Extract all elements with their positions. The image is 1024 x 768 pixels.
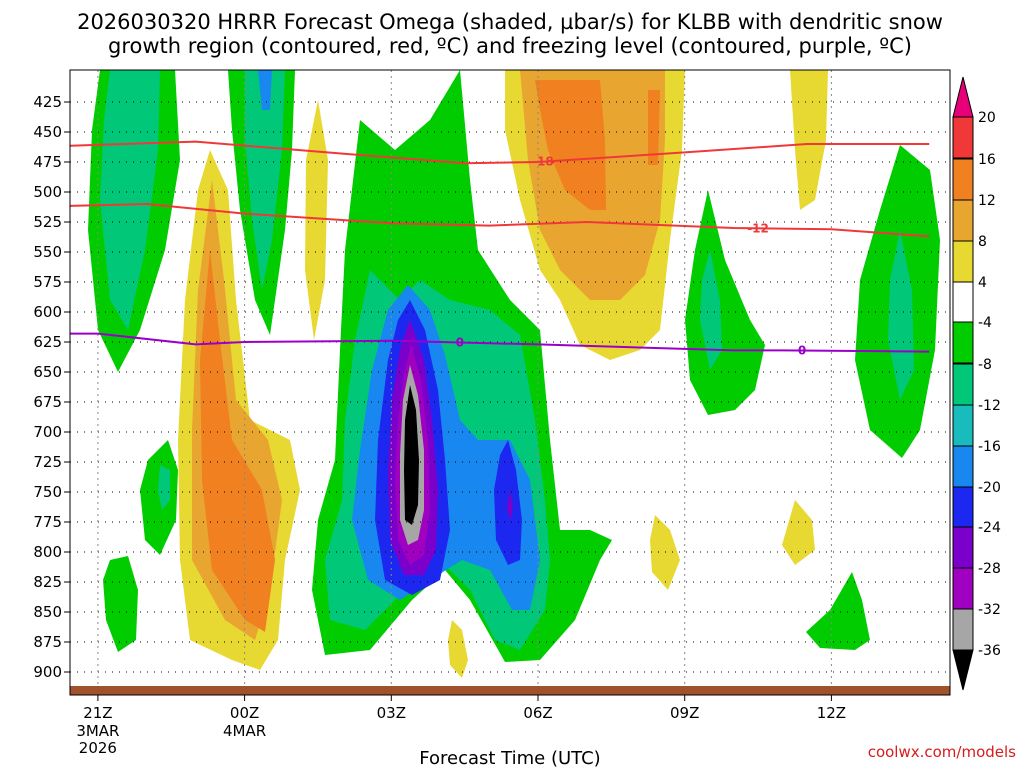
colorbar-box--20_-16: [952, 445, 974, 488]
y-tick-label-625: 625: [33, 333, 62, 351]
terrain-strip: [70, 686, 950, 695]
region-small-left1-teal: [158, 465, 170, 510]
y-tick-label-525: 525: [33, 213, 62, 231]
colorbar-arrow-bottom: [952, 649, 974, 691]
region-yellow-a: [448, 620, 468, 678]
colorbar-box--8_-4: [952, 321, 974, 364]
colorbar-label-20: 20: [978, 110, 996, 126]
colorbar-label--24: -24: [978, 520, 1001, 536]
y-tick-label-425: 425: [33, 93, 62, 111]
region-yellow-c: [790, 70, 828, 210]
x-tick-sublabel-21Z-0: 3MAR: [76, 722, 119, 740]
omega-shading: [88, 70, 940, 678]
colorbar-box--24_-20: [952, 486, 974, 529]
colorbar-box--32_-28: [952, 567, 974, 610]
colorbar: 20 16 12 8 4 -4 -8 -12 -16 -20 -24 -28 -32 -36: [952, 76, 1001, 691]
credit-text[interactable]: coolwx.com/models: [868, 743, 1016, 761]
contour-freezing-level: [70, 332, 930, 353]
colorbar-box-16_20: [952, 116, 974, 159]
region-upper-orange: [535, 80, 606, 210]
colorbar-box-8_12: [952, 199, 974, 242]
y-axis: 425 450 475 500 525 550 575 600 625 650 675 700 725 7…: [33, 93, 70, 681]
region-small-left2: [103, 556, 138, 652]
y-tick-label-800: 800: [33, 543, 62, 561]
colorbar-label-8: 8: [978, 234, 987, 250]
chart-title-line2: growth region (contoured, red, ºC) and f…: [108, 34, 912, 58]
plot-area: -18 -12 0 0: [70, 70, 950, 695]
contour-label-freezing-level-1: 0: [798, 344, 806, 358]
colorbar-label-4: 4: [978, 275, 987, 291]
contour-label-freezing-level-0: 0: [456, 335, 464, 349]
colorbar-box--4_4: [952, 281, 974, 324]
colorbar-box--36_-32: [952, 608, 974, 651]
colorbar-arrow-top: [952, 76, 974, 118]
x-tick-sublabel-21Z-1: 2026: [79, 739, 117, 757]
colorbar-label--36: -36: [978, 643, 1001, 659]
grid-lines: [70, 70, 950, 695]
colorbar-label--8: -8: [978, 357, 992, 373]
colorbar-box--16_-12: [952, 404, 974, 447]
x-tick-label-00Z: 00Z: [230, 704, 259, 722]
region-sink-orange: [200, 250, 275, 632]
region-upper-orange2: [648, 90, 660, 165]
colorbar-label--28: -28: [978, 561, 1001, 577]
colorbar-box-4_8: [952, 240, 974, 283]
y-tick-label-600: 600: [33, 303, 62, 321]
colorbar-label--32: -32: [978, 602, 1001, 618]
region-small-left1: [140, 440, 178, 555]
chart-title-line1: 2026030320 HRRR Forecast Omega (shaded, …: [77, 10, 943, 34]
contour-lines: -18 -12 0 0: [70, 140, 930, 358]
colorbar-box--12_-8: [952, 363, 974, 406]
contour-label-dgz-top-0: -18: [532, 155, 554, 169]
region-r3-green: [806, 572, 870, 650]
region-yellow-d: [782, 500, 815, 565]
y-tick-label-825: 825: [33, 573, 62, 591]
region-col01-yellow: [305, 100, 328, 340]
y-tick-label-475: 475: [33, 153, 62, 171]
region-second-purple: [507, 490, 513, 520]
colorbar-label--20: -20: [978, 480, 1001, 496]
region-main-black: [404, 385, 419, 525]
y-tick-label-700: 700: [33, 423, 62, 441]
x-tick-label-03Z: 03Z: [377, 704, 406, 722]
plot-border: [69, 69, 951, 696]
region-col00-blue: [258, 70, 272, 110]
y-tick-label-875: 875: [33, 633, 62, 651]
y-tick-label-900: 900: [33, 663, 62, 681]
x-tick-label-09Z: 09Z: [670, 704, 699, 722]
region-left-teal: [100, 70, 160, 330]
colorbar-box-12_16: [952, 158, 974, 201]
colorbar-label--16: -16: [978, 439, 1001, 455]
contour-label-dgz-bottom-0: -12: [747, 221, 769, 235]
region-r1-green: [685, 190, 765, 415]
x-tick-label-06Z: 06Z: [523, 704, 552, 722]
region-r2-teal: [888, 230, 914, 400]
colorbar-label-12: 12: [978, 193, 996, 209]
x-tick-label-21Z: 21Z: [83, 704, 112, 722]
y-tick-label-850: 850: [33, 603, 62, 621]
y-tick-label-450: 450: [33, 123, 62, 141]
colorbar-label-16: 16: [978, 152, 996, 168]
colorbar-box--28_-24: [952, 526, 974, 569]
y-tick-label-750: 750: [33, 483, 62, 501]
colorbar-label--4: -4: [978, 315, 992, 331]
y-tick-label-500: 500: [33, 183, 62, 201]
x-axis-title: Forecast Time (UTC): [419, 748, 600, 768]
y-tick-label-675: 675: [33, 393, 62, 411]
region-col00-teal: [245, 70, 285, 290]
colorbar-label--12: -12: [978, 398, 1001, 414]
x-tick-sublabel-00Z-0: 4MAR: [223, 722, 266, 740]
y-tick-label-550: 550: [33, 243, 62, 261]
x-tick-label-12Z: 12Z: [817, 704, 846, 722]
region-r1-teal: [700, 250, 722, 370]
y-tick-label-725: 725: [33, 453, 62, 471]
y-tick-label-775: 775: [33, 513, 62, 531]
contour-dgz-top: [70, 140, 930, 165]
contour-dgz-bottom: [70, 202, 930, 238]
y-tick-label-575: 575: [33, 273, 62, 291]
y-tick-label-650: 650: [33, 363, 62, 381]
